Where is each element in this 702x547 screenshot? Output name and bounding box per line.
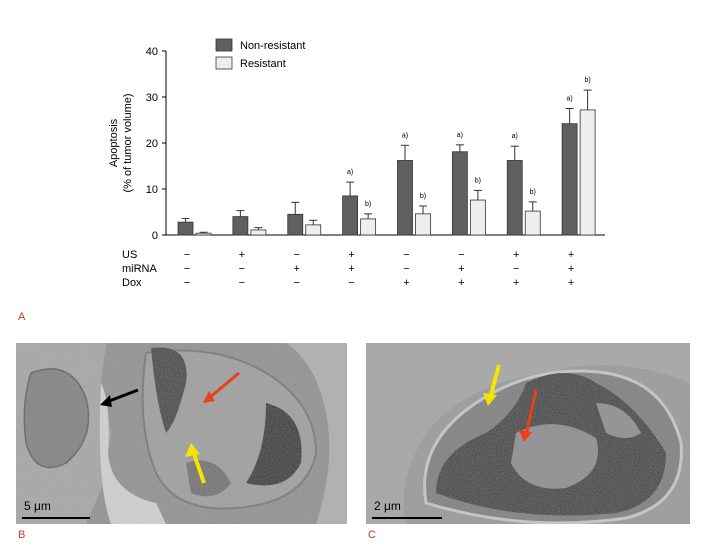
bar-resistant xyxy=(305,224,322,236)
legend-swatch xyxy=(215,56,233,70)
legend-swatch xyxy=(215,38,233,52)
condition-sign: − xyxy=(513,263,519,275)
scale-bar-c xyxy=(372,517,442,519)
bar-non-resistant xyxy=(451,151,468,236)
panel-label-a: A xyxy=(18,311,26,323)
significance-label: b) xyxy=(420,193,426,200)
y-tick-label: 10 xyxy=(146,184,158,196)
bar-non-resistant xyxy=(397,160,413,236)
condition-sign: + xyxy=(568,263,574,275)
significance-label: b) xyxy=(585,77,591,84)
bar-resistant xyxy=(524,210,541,236)
bar-non-resistant xyxy=(177,221,194,236)
condition-row-label: miRNA xyxy=(122,263,157,275)
legend: Non-resistant Resistant xyxy=(215,38,305,70)
significance-label: a) xyxy=(512,133,518,140)
red-arrow xyxy=(208,371,240,400)
condition-sign: − xyxy=(403,263,409,275)
condition-row-label: Dox xyxy=(122,277,142,289)
scale-bar-b xyxy=(22,517,90,519)
y-tick-label: 20 xyxy=(146,138,158,150)
condition-sign: − xyxy=(184,249,190,261)
significance-label: b) xyxy=(530,189,536,196)
condition-sign: − xyxy=(239,277,245,289)
condition-sign: − xyxy=(239,263,245,275)
condition-sign: + xyxy=(403,277,409,289)
y-tick-label: 30 xyxy=(146,92,158,104)
bar-resistant xyxy=(360,218,377,236)
bars-group xyxy=(177,89,596,236)
condition-sign: + xyxy=(294,263,300,275)
bar-resistant xyxy=(195,232,212,236)
significance-label: a) xyxy=(457,132,463,139)
bar-resistant xyxy=(250,229,267,236)
micrograph-b: 5 μm xyxy=(16,343,347,524)
yellow-arrow xyxy=(488,364,501,399)
micrograph-c: 2 μm xyxy=(366,343,690,524)
significance-label: b) xyxy=(365,201,371,208)
condition-sign: − xyxy=(184,277,190,289)
yellow-arrow xyxy=(191,450,206,484)
condition-sign: − xyxy=(294,249,300,261)
legend-label: Non-resistant xyxy=(240,40,305,52)
condition-sign: + xyxy=(568,277,574,289)
condition-sign: + xyxy=(239,249,245,261)
micrograph-c-image xyxy=(366,343,690,524)
condition-sign: − xyxy=(458,249,464,261)
condition-sign: + xyxy=(513,249,519,261)
bar-non-resistant xyxy=(232,216,249,236)
condition-sign: − xyxy=(184,263,190,275)
bar-chart: 0 10 20 30 40 a) b) a) b) a) b) a) b) a) b) Non-resis… xyxy=(108,38,605,289)
y-tick-label: 40 xyxy=(146,46,158,58)
red-arrow xyxy=(524,389,538,436)
condition-sign: + xyxy=(513,277,519,289)
scale-label-b: 5 μm xyxy=(24,499,51,513)
significance-label: a) xyxy=(567,96,573,103)
annotations-group: a) b) a) b) a) b) a) b) a) b) xyxy=(347,77,591,208)
condition-sign: + xyxy=(348,249,354,261)
condition-sign: − xyxy=(294,277,300,289)
bar-resistant xyxy=(415,213,431,236)
y-axis-label: Apoptosis xyxy=(108,118,120,167)
significance-label: a) xyxy=(347,169,353,176)
legend-label: Resistant xyxy=(240,58,286,70)
condition-sign: + xyxy=(458,263,464,275)
bar-resistant xyxy=(579,109,596,236)
scale-label-c: 2 μm xyxy=(374,499,401,513)
panel-label-b: B xyxy=(18,529,26,541)
condition-sign: + xyxy=(348,263,354,275)
bar-non-resistant xyxy=(561,123,578,236)
panel-label-c: C xyxy=(368,529,376,541)
significance-label: b) xyxy=(475,177,481,184)
condition-sign: − xyxy=(348,277,354,289)
y-tick-label: 0 xyxy=(152,230,158,242)
bar-non-resistant xyxy=(506,160,523,236)
bar-resistant xyxy=(469,199,486,236)
condition-sign: + xyxy=(568,249,574,261)
y-axis-label-sub: (% of tumor volume) xyxy=(122,93,134,192)
bar-non-resistant xyxy=(342,195,359,236)
condition-table: US − + − + − − + + miRNA − − + + − + − + Dox − − − − + + + + xyxy=(122,249,574,289)
condition-sign: − xyxy=(403,249,409,261)
bar-non-resistant xyxy=(287,213,304,236)
condition-sign: + xyxy=(458,277,464,289)
significance-label: a) xyxy=(402,132,408,139)
micrograph-b-image xyxy=(16,343,347,524)
condition-row-label: US xyxy=(122,249,137,261)
